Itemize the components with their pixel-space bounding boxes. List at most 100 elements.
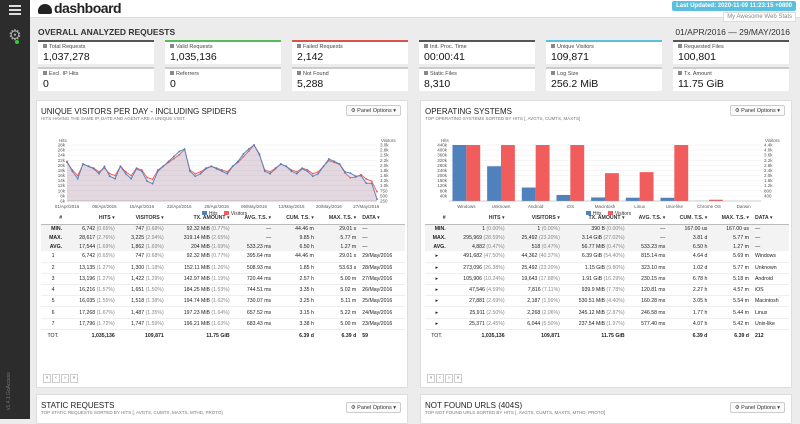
- visitors-point[interactable]: [376, 191, 378, 193]
- hits-point[interactable]: [237, 160, 239, 162]
- visitors-point[interactable]: [269, 171, 271, 173]
- hits-point[interactable]: [312, 175, 314, 177]
- table-header[interactable]: TX. AMOUNT ▾: [167, 213, 233, 224]
- table-header[interactable]: #: [41, 213, 65, 224]
- visitors-point[interactable]: [146, 177, 148, 179]
- hits-point[interactable]: [130, 178, 132, 180]
- hits-bar[interactable]: [452, 145, 466, 201]
- hits-point[interactable]: [98, 173, 100, 175]
- table-row[interactable]: ▸25,911 (2.50%)2,268 (2.06%)345.12 MiB (…: [425, 307, 789, 318]
- hits-point[interactable]: [152, 183, 154, 185]
- hits-point[interactable]: [328, 158, 330, 160]
- table-header[interactable]: VISITORS ▾: [118, 213, 167, 224]
- hits-point[interactable]: [205, 168, 207, 170]
- hits-bar[interactable]: [556, 195, 570, 201]
- os-panel-options-button[interactable]: ⚙ Panel Options ▾: [730, 105, 785, 116]
- hits-point[interactable]: [146, 180, 148, 182]
- table-header[interactable]: CUM. T.S. ▾: [668, 213, 710, 224]
- visitors-point[interactable]: [200, 171, 202, 173]
- visitors-point[interactable]: [312, 173, 314, 175]
- table-header[interactable]: AVG. T.S. ▾: [233, 213, 275, 224]
- hits-point[interactable]: [168, 160, 170, 162]
- hits-point[interactable]: [221, 170, 223, 172]
- hits-point[interactable]: [376, 198, 378, 200]
- hits-point[interactable]: [301, 168, 303, 170]
- visitors-point[interactable]: [371, 180, 373, 182]
- hits-point[interactable]: [194, 175, 196, 177]
- hits-point[interactable]: [200, 173, 202, 175]
- table-header[interactable]: MAX. T.S. ▾: [317, 213, 359, 224]
- hits-point[interactable]: [280, 163, 282, 165]
- table-header[interactable]: VISITORS ▾: [508, 213, 563, 224]
- pager-button[interactable]: «: [43, 374, 51, 383]
- hits-point[interactable]: [248, 148, 250, 150]
- hits-point[interactable]: [210, 165, 212, 167]
- menu-icon[interactable]: [9, 5, 21, 15]
- hits-point[interactable]: [365, 182, 367, 184]
- visitors-point[interactable]: [365, 178, 367, 180]
- table-row[interactable]: ▸105,906 (10.24%)19,643 (17.88%)1.91 GiB…: [425, 273, 789, 284]
- hits-point[interactable]: [109, 175, 111, 177]
- hits-point[interactable]: [232, 165, 234, 167]
- pager-button[interactable]: ›: [445, 374, 453, 383]
- table-header[interactable]: CUM. T.S. ▾: [274, 213, 317, 224]
- hits-point[interactable]: [125, 173, 127, 175]
- hits-bar[interactable]: [660, 198, 674, 201]
- visitors-bar[interactable]: [536, 145, 550, 201]
- app-logo[interactable]: dashboard: [38, 0, 121, 16]
- hits-point[interactable]: [77, 178, 79, 180]
- hits-point[interactable]: [259, 153, 261, 155]
- hits-point[interactable]: [285, 165, 287, 167]
- hits-point[interactable]: [162, 165, 164, 167]
- table-row[interactable]: ▸25,371 (2.45%)6,044 (5.50%)237.54 MiB (…: [425, 318, 789, 329]
- table-row[interactable]: ▸273,096 (26.38%)25,492 (23.20%)1.15 GiB…: [425, 262, 789, 273]
- hits-point[interactable]: [317, 173, 319, 175]
- pager-button[interactable]: ›: [61, 374, 69, 383]
- hits-point[interactable]: [291, 170, 293, 172]
- visitors-bar[interactable]: [605, 173, 619, 201]
- hits-point[interactable]: [355, 175, 357, 177]
- hits-bar[interactable]: [522, 188, 536, 201]
- hits-point[interactable]: [216, 168, 218, 170]
- visitors-bar[interactable]: [501, 145, 515, 201]
- hits-point[interactable]: [344, 171, 346, 173]
- hits-point[interactable]: [333, 160, 335, 162]
- hits-point[interactable]: [307, 170, 309, 172]
- table-row[interactable]: ▸491,682 (47.50%)44,362 (40.37%)6.39 GiB…: [425, 251, 789, 262]
- visitors-bar[interactable]: [466, 145, 480, 201]
- hits-point[interactable]: [173, 156, 175, 158]
- pager-button[interactable]: »: [454, 374, 462, 383]
- hits-point[interactable]: [184, 148, 186, 150]
- hits-point[interactable]: [275, 168, 277, 170]
- hits-point[interactable]: [371, 182, 373, 184]
- visitors-point[interactable]: [130, 175, 132, 177]
- table-header[interactable]: #: [425, 213, 449, 224]
- pager-button[interactable]: «: [427, 374, 435, 383]
- table-header[interactable]: DATA ▾: [359, 213, 405, 224]
- visitors-point[interactable]: [152, 178, 154, 180]
- hits-point[interactable]: [82, 163, 84, 165]
- pager-button[interactable]: ‹: [436, 374, 444, 383]
- hits-point[interactable]: [323, 165, 325, 167]
- hits-bar[interactable]: [626, 198, 640, 201]
- hits-point[interactable]: [226, 173, 228, 175]
- hits-point[interactable]: [104, 165, 106, 167]
- hits-point[interactable]: [71, 170, 73, 172]
- table-row[interactable]: ▸47,546 (4.59%)7,816 (7.11%)939.9 MiB (7…: [425, 285, 789, 296]
- pager-button[interactable]: ‹: [52, 374, 60, 383]
- hits-point[interactable]: [157, 170, 159, 172]
- hits-point[interactable]: [349, 172, 351, 174]
- table-header[interactable]: TX. AMOUNT ▾: [563, 213, 628, 224]
- hits-point[interactable]: [93, 168, 95, 170]
- table-header[interactable]: MAX. T.S. ▾: [710, 213, 752, 224]
- hits-point[interactable]: [253, 144, 255, 146]
- hits-point[interactable]: [87, 165, 89, 167]
- hits-point[interactable]: [178, 151, 180, 153]
- visitors-point[interactable]: [194, 173, 196, 175]
- hits-point[interactable]: [360, 175, 362, 177]
- pager-button[interactable]: »: [70, 374, 78, 383]
